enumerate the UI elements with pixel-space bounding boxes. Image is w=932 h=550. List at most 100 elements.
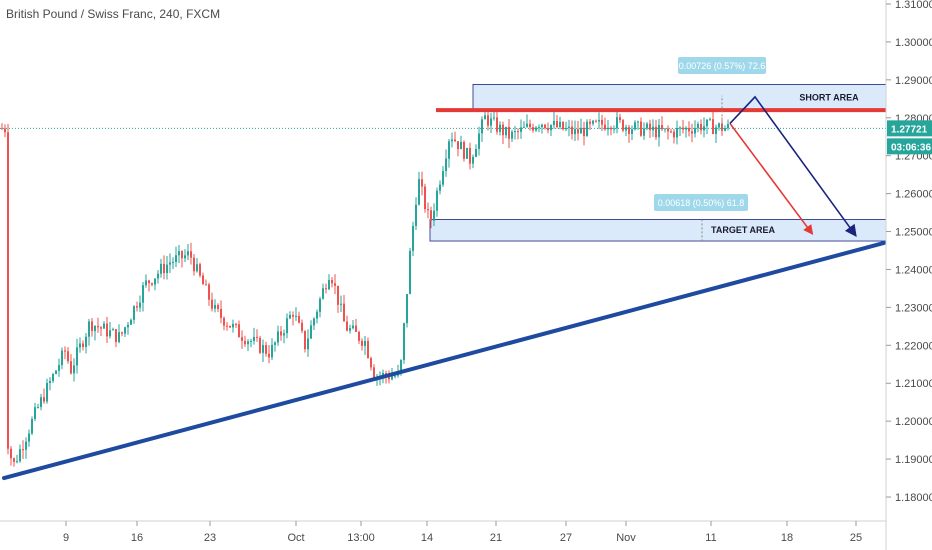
candle-body bbox=[304, 330, 306, 350]
candle-body bbox=[187, 251, 189, 256]
candle-body bbox=[646, 123, 648, 129]
candle-body bbox=[601, 119, 603, 125]
current-price-tag bbox=[887, 120, 932, 137]
candle-body bbox=[718, 123, 720, 128]
price-axis[interactable]: 1.310001.300001.290001.280001.270001.260… bbox=[886, 0, 932, 504]
red-projection-arrow[interactable] bbox=[729, 122, 814, 236]
time-axis[interactable]: 9 16 23 Oct 13:00 14 21 27 Nov 11 18 25 bbox=[63, 521, 862, 544]
measure-bottom-box[interactable] bbox=[654, 194, 748, 211]
candle-body bbox=[316, 311, 318, 319]
ascending-trendline[interactable] bbox=[2, 240, 886, 481]
candle-body bbox=[112, 329, 114, 331]
candle-body bbox=[472, 156, 474, 164]
short-area-zone[interactable] bbox=[472, 83, 887, 111]
candle-body bbox=[394, 375, 396, 377]
candle-body bbox=[511, 131, 513, 139]
candle-body bbox=[61, 350, 63, 366]
candle-body bbox=[628, 127, 630, 134]
candle-body bbox=[118, 332, 120, 343]
candle-body bbox=[433, 210, 435, 221]
target-area-label: TARGET AREA bbox=[711, 225, 775, 235]
time-tick-label: 16 bbox=[131, 532, 143, 544]
candle-body bbox=[505, 126, 507, 136]
candle-body bbox=[10, 448, 12, 459]
candle-body bbox=[352, 325, 354, 329]
candle-body bbox=[643, 128, 645, 136]
candle-body bbox=[121, 332, 123, 334]
candle-body bbox=[622, 120, 624, 131]
countdown-tag bbox=[887, 138, 932, 155]
candle-body bbox=[334, 283, 336, 286]
candle-body bbox=[85, 336, 87, 348]
candle-body bbox=[715, 127, 717, 135]
candle-body bbox=[583, 127, 585, 137]
candle-body bbox=[223, 317, 225, 326]
candle-body bbox=[595, 120, 597, 122]
candle-body bbox=[634, 122, 636, 130]
candle-body bbox=[478, 133, 480, 149]
candle-body bbox=[37, 406, 39, 408]
candle-body bbox=[616, 117, 618, 129]
price-tick-label: 1.23000 bbox=[895, 302, 932, 314]
candle-body bbox=[604, 124, 606, 130]
candle-body bbox=[172, 262, 174, 264]
candle-body bbox=[28, 433, 30, 442]
candle-body bbox=[319, 298, 321, 312]
candle-body bbox=[388, 376, 390, 380]
candle-body bbox=[142, 285, 144, 303]
candle-body bbox=[466, 147, 468, 159]
candle-body bbox=[31, 419, 33, 434]
candle-body bbox=[67, 351, 69, 362]
candle-body bbox=[613, 128, 615, 130]
candle-body bbox=[592, 120, 594, 124]
candle-body bbox=[310, 325, 312, 339]
short-area-label: SHORT AREA bbox=[799, 92, 859, 102]
candle-body bbox=[64, 350, 66, 352]
candle-body bbox=[280, 331, 282, 336]
candle-body bbox=[340, 303, 342, 305]
candle-body bbox=[313, 318, 315, 326]
candle-body bbox=[247, 341, 249, 345]
candle-body bbox=[625, 127, 627, 131]
candle-body bbox=[436, 190, 438, 211]
candle-body bbox=[265, 345, 267, 354]
candle-body bbox=[556, 120, 558, 128]
target-area-zone[interactable] bbox=[429, 219, 887, 242]
candle-body bbox=[403, 323, 405, 361]
candle-body bbox=[637, 121, 639, 123]
candle-body bbox=[109, 330, 111, 337]
measure-top-box[interactable] bbox=[678, 57, 766, 74]
candle-body bbox=[541, 124, 543, 128]
candle-body bbox=[724, 128, 726, 131]
candle-body bbox=[34, 407, 36, 420]
candle-body bbox=[649, 123, 651, 131]
candle-body bbox=[550, 124, 552, 131]
candle-body bbox=[655, 126, 657, 138]
candle-body bbox=[103, 323, 105, 329]
candle-body bbox=[145, 280, 147, 286]
candle-body bbox=[124, 327, 126, 334]
candle-body bbox=[463, 141, 465, 159]
blue-projection-arrow[interactable] bbox=[729, 95, 857, 237]
candle-body bbox=[22, 449, 24, 451]
candle-body bbox=[106, 323, 108, 337]
candle-body bbox=[328, 280, 330, 290]
candle-body bbox=[538, 127, 540, 129]
candle-body bbox=[346, 321, 348, 331]
candle-body bbox=[196, 264, 198, 272]
candle-body bbox=[139, 302, 141, 308]
candle-body bbox=[568, 126, 570, 128]
candle-body bbox=[295, 315, 297, 317]
candle-body bbox=[508, 126, 510, 139]
candle-body bbox=[88, 321, 90, 337]
candle-body bbox=[502, 124, 504, 136]
time-tick-label: 13:00 bbox=[347, 532, 375, 544]
candle-body bbox=[181, 251, 183, 259]
candle-body bbox=[259, 337, 261, 353]
candle-body bbox=[664, 128, 666, 130]
price-tick-label: 1.19000 bbox=[895, 454, 932, 466]
candle-body bbox=[205, 284, 207, 286]
candle-body bbox=[157, 273, 159, 279]
candle-body bbox=[370, 357, 372, 368]
